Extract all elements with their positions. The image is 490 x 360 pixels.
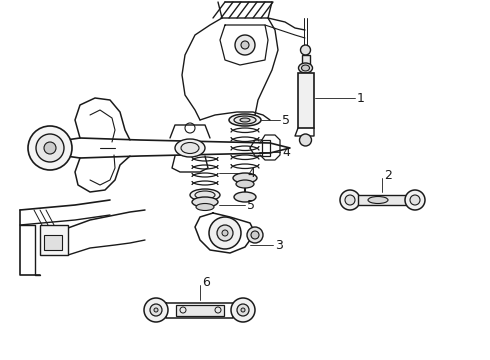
Circle shape (405, 190, 425, 210)
Circle shape (222, 230, 228, 236)
Text: 5: 5 (282, 113, 290, 126)
Ellipse shape (175, 139, 205, 157)
Text: 5: 5 (247, 198, 255, 212)
Ellipse shape (181, 143, 199, 153)
Circle shape (251, 231, 259, 239)
Circle shape (231, 298, 255, 322)
Ellipse shape (229, 114, 261, 126)
Ellipse shape (196, 203, 214, 211)
Circle shape (154, 308, 158, 312)
Ellipse shape (240, 118, 250, 122)
Bar (298, 73, 314, 128)
Circle shape (36, 134, 64, 162)
Circle shape (299, 134, 312, 146)
Ellipse shape (233, 173, 257, 183)
Circle shape (247, 227, 263, 243)
Text: 4: 4 (282, 145, 290, 158)
Text: 2: 2 (384, 168, 392, 181)
Ellipse shape (234, 116, 256, 124)
Circle shape (209, 217, 241, 249)
Bar (262, 140, 270, 156)
Ellipse shape (236, 180, 254, 188)
Bar (358, 195, 413, 205)
Circle shape (300, 45, 311, 55)
Text: 6: 6 (202, 275, 210, 288)
Ellipse shape (301, 65, 310, 71)
Ellipse shape (195, 191, 215, 199)
Circle shape (340, 190, 360, 210)
Ellipse shape (234, 192, 256, 202)
Circle shape (28, 126, 72, 170)
Text: 3: 3 (275, 239, 283, 252)
Bar (40, 225, 68, 255)
Text: 4: 4 (247, 166, 255, 180)
Circle shape (44, 142, 56, 154)
Circle shape (345, 195, 355, 205)
Bar (302, 55, 310, 65)
Ellipse shape (190, 189, 220, 201)
Bar (44, 235, 62, 250)
Ellipse shape (368, 197, 388, 203)
Text: 1: 1 (357, 91, 365, 104)
Circle shape (235, 35, 255, 55)
Circle shape (237, 304, 249, 316)
Circle shape (410, 195, 420, 205)
Ellipse shape (192, 197, 218, 207)
Circle shape (241, 308, 245, 312)
Circle shape (241, 41, 249, 49)
Circle shape (144, 298, 168, 322)
Ellipse shape (298, 63, 313, 73)
Circle shape (150, 304, 162, 316)
Circle shape (217, 225, 233, 241)
Bar (176, 305, 224, 316)
